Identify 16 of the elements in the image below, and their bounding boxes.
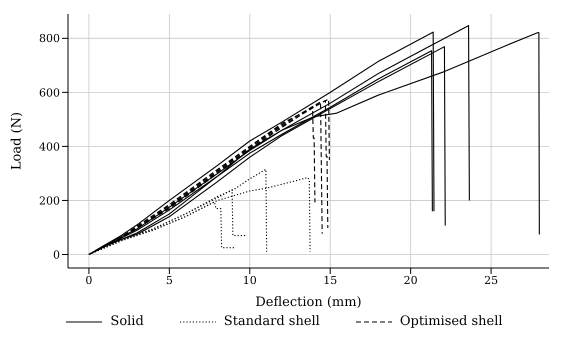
x-axis-title: Deflection (mm)	[255, 295, 362, 310]
legend-label: Standard shell	[224, 314, 320, 329]
legend-label: Solid	[110, 314, 144, 329]
y-tick-label: 600	[39, 86, 60, 100]
y-tick-label: 0	[53, 248, 60, 262]
x-tick-label: 25	[484, 274, 498, 287]
y-tick-label: 200	[39, 194, 60, 208]
x-tick-label: 5	[166, 274, 173, 287]
y-tick-label: 800	[39, 32, 60, 46]
x-tick-label: 20	[404, 274, 418, 287]
x-tick-label: 0	[85, 274, 92, 287]
y-tick-label: 400	[39, 140, 60, 154]
legend-label: Optimised shell	[400, 314, 503, 329]
y-axis-title: Load (N)	[10, 112, 25, 170]
x-tick-label: 15	[323, 274, 338, 287]
x-tick-label: 10	[242, 274, 257, 287]
